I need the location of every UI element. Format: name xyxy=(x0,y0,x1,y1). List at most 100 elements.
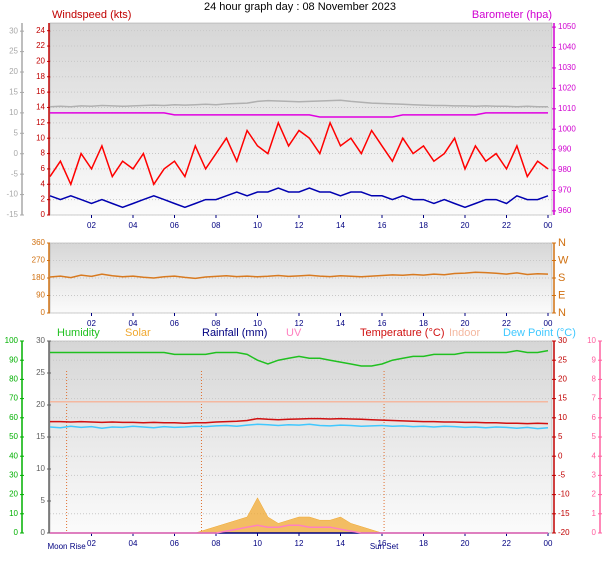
x-tick-label: 12 xyxy=(295,539,304,548)
x-tick-label: 04 xyxy=(129,319,138,328)
x-tick-label: 06 xyxy=(170,221,179,230)
y3-tick-label: 15 xyxy=(36,432,45,441)
x-tick-label: 04 xyxy=(129,221,138,230)
plot-area xyxy=(49,340,553,534)
x-tick-label: 16 xyxy=(378,221,387,230)
legend-entry: Temperature (°C) xyxy=(360,327,444,339)
y-axis-title: Windspeed (kts) xyxy=(52,9,131,21)
y3-tick-label: 20 xyxy=(36,400,45,409)
y3-tick-label: 5 xyxy=(41,496,46,505)
y3-tick-label: 15 xyxy=(9,88,18,97)
y-tick-label: 60 xyxy=(9,413,18,422)
y-tick-label: 30 xyxy=(9,471,18,480)
series-line xyxy=(50,112,548,118)
y2-tick-label: N xyxy=(558,307,566,319)
event-label: Sun Set xyxy=(370,542,399,551)
series-line xyxy=(50,524,548,534)
x-tick-label: 00 xyxy=(544,539,553,548)
y-tick-label: 8 xyxy=(41,149,46,158)
x-tick-label: 12 xyxy=(295,221,304,230)
y2-tick-label: 30 xyxy=(558,336,567,345)
y3-tick-label: 30 xyxy=(9,26,18,35)
y2-tick-label: 1000 xyxy=(558,124,576,133)
y2-tick-label: 970 xyxy=(558,186,572,195)
y4-tick-label: 3 xyxy=(592,471,597,480)
plot-area xyxy=(49,242,553,314)
legend-entry: Solar xyxy=(125,327,151,339)
x-tick-label: 20 xyxy=(461,319,470,328)
x-tick-label: 00 xyxy=(544,221,553,230)
y2-tick-label: 0 xyxy=(558,451,563,460)
x-tick-label: 14 xyxy=(336,221,345,230)
y3-tick-label: 0 xyxy=(41,528,46,537)
y-tick-label: 180 xyxy=(32,273,46,282)
x-tick-label: 06 xyxy=(170,319,179,328)
y-tick-label: 10 xyxy=(9,509,18,518)
y-tick-label: 18 xyxy=(36,72,45,81)
x-tick-label: 22 xyxy=(502,539,511,548)
y2-tick-label: 10 xyxy=(558,413,567,422)
y-tick-label: 12 xyxy=(36,118,45,127)
x-tick-label: 22 xyxy=(502,319,511,328)
y-tick-label: 40 xyxy=(9,451,18,460)
y4-tick-label: 5 xyxy=(592,432,597,441)
x-tick-label: 20 xyxy=(461,221,470,230)
legend-entry: UV xyxy=(286,327,302,339)
x-tick-label: 16 xyxy=(378,319,387,328)
x-tick-label: 10 xyxy=(253,539,262,548)
x-tick-label: 18 xyxy=(419,221,428,230)
y3-tick-label: 20 xyxy=(9,67,18,76)
y2-tick-label: -15 xyxy=(558,509,570,518)
x-tick-label: 06 xyxy=(170,539,179,548)
y2-tick-label: S xyxy=(558,272,565,284)
y2-tick-label: 20 xyxy=(558,375,567,384)
y2-tick-label: -20 xyxy=(558,528,570,537)
y-tick-label: 0 xyxy=(41,210,46,219)
legend-entry: Dew Point (°C) xyxy=(503,327,576,339)
y2-tick-label: 960 xyxy=(558,206,572,215)
y3-tick-label: -15 xyxy=(6,210,18,219)
x-tick-label: 02 xyxy=(87,221,96,230)
y-tick-label: 10 xyxy=(36,133,45,142)
x-tick-label: 10 xyxy=(253,221,262,230)
x-tick-label: 08 xyxy=(212,319,221,328)
series-line xyxy=(49,271,549,280)
y4-tick-label: 7 xyxy=(592,394,597,403)
x-tick-label: 20 xyxy=(461,539,470,548)
y4-tick-label: 1 xyxy=(592,509,597,518)
y2-tick-label: -10 xyxy=(558,490,570,499)
y-tick-label: 22 xyxy=(36,41,45,50)
y2-tick-label: 5 xyxy=(558,432,563,441)
x-tick-label: 18 xyxy=(419,319,428,328)
y2-tick-label: 25 xyxy=(558,355,567,364)
y2-tick-label: 980 xyxy=(558,165,572,174)
legend-entry: Indoor xyxy=(449,327,481,339)
x-tick-label: 10 xyxy=(253,319,262,328)
y-tick-label: 2 xyxy=(41,195,46,204)
x-tick-label: 02 xyxy=(87,319,96,328)
y3-tick-label: 25 xyxy=(36,368,45,377)
y-tick-label: 4 xyxy=(41,179,46,188)
y-tick-label: 270 xyxy=(32,256,46,265)
x-tick-label: 18 xyxy=(419,539,428,548)
y2-tick-label: 1010 xyxy=(558,104,576,113)
y-tick-label: 6 xyxy=(41,164,46,173)
series-line xyxy=(50,417,549,425)
y2-tick-label: 990 xyxy=(558,145,572,154)
y2-tick-label: N xyxy=(558,237,566,249)
y-tick-label: 24 xyxy=(36,26,45,35)
x-tick-label: 14 xyxy=(336,539,345,548)
legend-entry: Humidity xyxy=(57,327,100,339)
series-line xyxy=(49,120,549,187)
y2-tick-label: 1040 xyxy=(558,43,576,52)
y-tick-label: 90 xyxy=(36,291,45,300)
y2-tick-label: 1050 xyxy=(558,22,576,31)
x-tick-label: 02 xyxy=(87,539,96,548)
y3-tick-label: 10 xyxy=(9,108,18,117)
y2-tick-label: -5 xyxy=(558,471,566,480)
series-line xyxy=(49,423,549,430)
y2-tick-label: 1020 xyxy=(558,83,576,92)
y-tick-label: 0 xyxy=(41,308,46,317)
series-line xyxy=(50,349,549,367)
